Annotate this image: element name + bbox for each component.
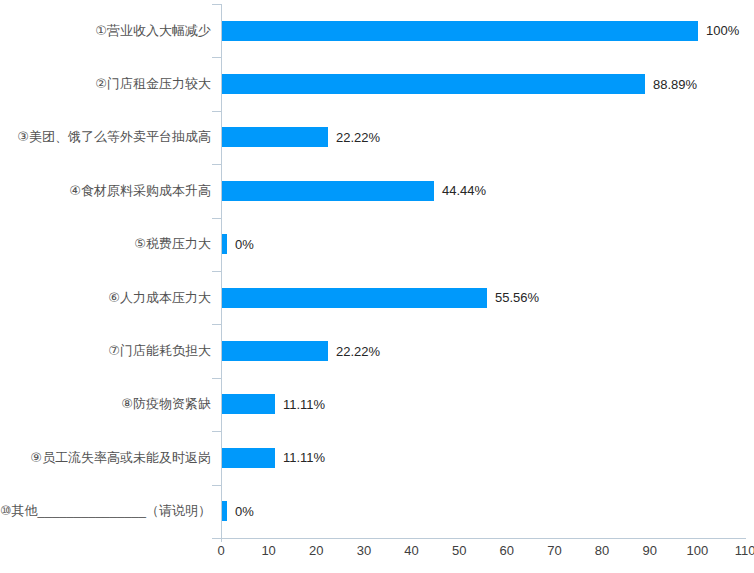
- value-label: 55.56%: [495, 271, 539, 324]
- bar-row: ⑩其他_______________（请说明） 0%: [0, 485, 754, 538]
- bar: [222, 448, 275, 468]
- bar-row: ④食材原料采购成本升高 44.44%: [0, 164, 754, 217]
- bar: [222, 288, 487, 308]
- bar: [222, 74, 645, 94]
- value-label: 100%: [706, 4, 739, 57]
- category-label: ⑧防疫物资紧缺: [0, 378, 211, 431]
- category-label: ①营业收入大幅减少: [0, 4, 211, 57]
- category-label: ③美团、饿了么等外卖平台抽成高: [0, 111, 211, 164]
- bar-row: ⑧防疫物资紧缺 11.11%: [0, 378, 754, 431]
- value-label: 0%: [235, 218, 254, 271]
- bar-row: ⑤税费压力大 0%: [0, 218, 754, 271]
- bar-row: ⑨员工流失率高或未能及时返岗 11.11%: [0, 431, 754, 484]
- value-label: 0%: [235, 485, 254, 538]
- category-label: ②门店租金压力较大: [0, 57, 211, 110]
- x-axis-tick-label: 110: [735, 543, 754, 558]
- bar-row: ⑥人力成本压力大 55.56%: [0, 271, 754, 324]
- category-label: ⑦门店能耗负担大: [0, 324, 211, 377]
- value-label: 22.22%: [336, 324, 380, 377]
- x-axis-tick-label: 80: [595, 543, 609, 558]
- x-axis-tick-label: 10: [261, 543, 275, 558]
- bar: [222, 234, 227, 254]
- value-label: 11.11%: [283, 431, 325, 484]
- bar: [222, 21, 698, 41]
- category-label: ⑤税费压力大: [0, 218, 211, 271]
- value-label: 11.11%: [283, 378, 325, 431]
- bar: [222, 181, 434, 201]
- bar: [222, 501, 227, 521]
- y-axis-tick: [212, 538, 221, 539]
- category-label: ④食材原料采购成本升高: [0, 164, 211, 217]
- bar-row: ①营业收入大幅减少 100%: [0, 4, 754, 57]
- category-label: ⑩其他_______________（请说明）: [0, 485, 211, 538]
- bar-row: ②门店租金压力较大 88.89%: [0, 57, 754, 110]
- bar: [222, 394, 275, 414]
- x-axis-tick-label: 30: [357, 543, 371, 558]
- value-label: 22.22%: [336, 111, 380, 164]
- x-axis-tick-label: 40: [404, 543, 418, 558]
- x-axis-tick-label: 20: [309, 543, 323, 558]
- bar: [222, 127, 328, 147]
- x-axis-tick-label: 100: [687, 543, 709, 558]
- x-axis-tick-label: 60: [500, 543, 514, 558]
- x-axis-tick-label: 70: [547, 543, 561, 558]
- x-axis-line: [221, 538, 746, 539]
- value-label: 88.89%: [653, 57, 697, 110]
- category-label: ⑥人力成本压力大: [0, 271, 211, 324]
- bar-row: ③美团、饿了么等外卖平台抽成高 22.22%: [0, 111, 754, 164]
- x-axis-tick-label: 90: [642, 543, 656, 558]
- category-label: ⑨员工流失率高或未能及时返岗: [0, 431, 211, 484]
- bar-row: ⑦门店能耗负担大 22.22%: [0, 324, 754, 377]
- value-label: 44.44%: [442, 164, 486, 217]
- x-axis-tick-label: 0: [217, 543, 224, 558]
- x-axis-tick-label: 50: [452, 543, 466, 558]
- survey-bar-chart: ①营业收入大幅减少100%②门店租金压力较大88.89%③美团、饿了么等外卖平台…: [0, 0, 754, 573]
- bar: [222, 341, 328, 361]
